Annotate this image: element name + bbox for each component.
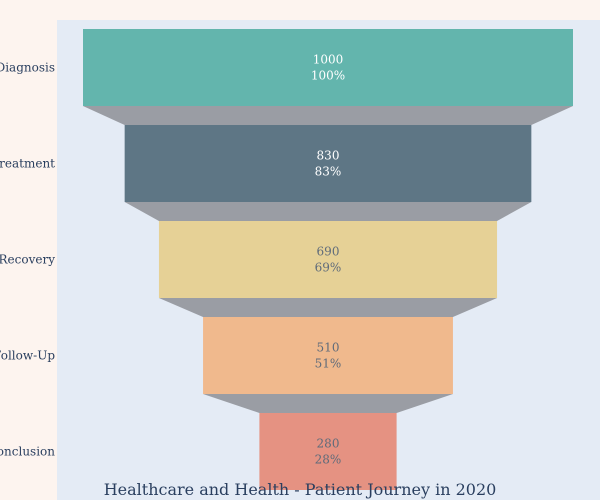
category-label: Diagnosis (0, 61, 55, 75)
chart-title: Healthcare and Health - Patient Journey … (104, 480, 497, 499)
percent-label: 69% (315, 261, 342, 275)
connector-3 (159, 298, 497, 317)
category-label: Follow-Up (0, 349, 55, 363)
category-labels-group: Diagnosis Treatment Recovery Follow-Up Concl… (0, 61, 55, 459)
connector-1 (83, 106, 573, 125)
percent-label: 83% (315, 165, 342, 179)
category-label: Recovery (0, 253, 55, 267)
funnel-bar-treatment (125, 125, 532, 202)
value-label: 690 (317, 245, 340, 259)
value-label: 830 (317, 149, 340, 163)
funnel-bar-conclusion (259, 413, 396, 490)
percent-label: 28% (315, 453, 342, 467)
category-label: Treatment (0, 157, 55, 171)
percent-label: 51% (315, 357, 342, 371)
connector-2 (125, 202, 532, 221)
funnel-bar-follow-up (203, 317, 453, 394)
value-label: 280 (317, 437, 340, 451)
percent-label: 100% (311, 69, 345, 83)
value-label: 1000 (313, 53, 344, 67)
funnel-bar-diagnosis (83, 29, 573, 106)
value-label: 510 (317, 341, 340, 355)
funnel-bar-recovery (159, 221, 497, 298)
category-label: Conclusion (0, 445, 55, 459)
